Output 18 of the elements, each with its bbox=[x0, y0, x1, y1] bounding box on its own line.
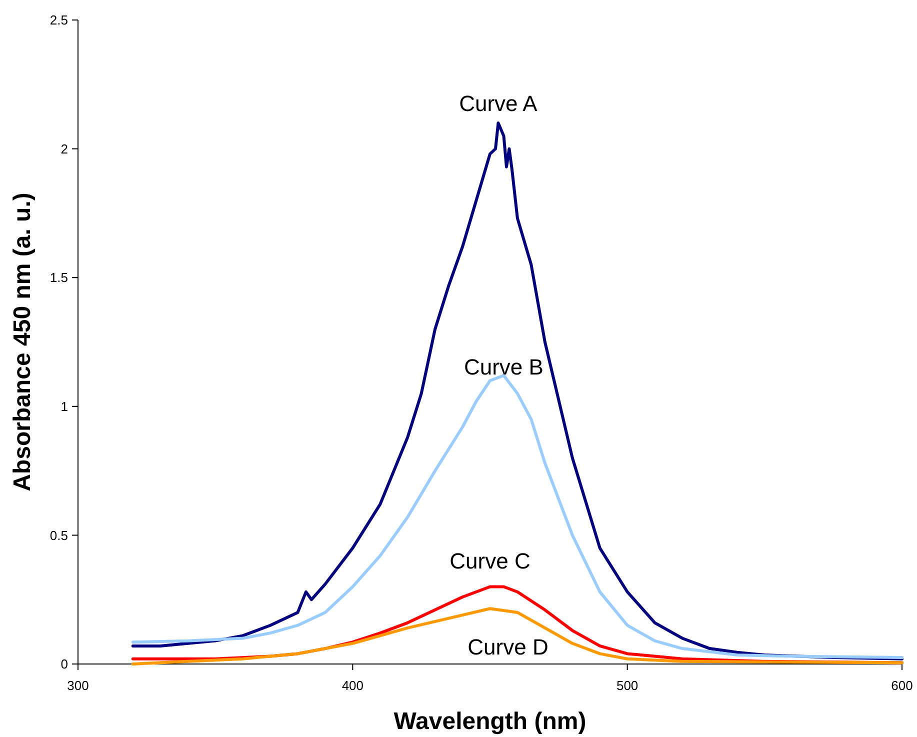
line-series bbox=[131, 607, 904, 666]
y-tick-label: 2 bbox=[60, 141, 68, 156]
series-label: Curve A bbox=[459, 91, 538, 116]
y-tick-label: 1.5 bbox=[50, 270, 68, 286]
line-series bbox=[131, 374, 904, 660]
x-tick-label: 500 bbox=[616, 678, 638, 693]
x-tick-label: 300 bbox=[67, 678, 89, 693]
y-tick-label: 2.5 bbox=[50, 12, 68, 28]
series-label: Curve C bbox=[450, 548, 530, 574]
x-tick-label: 600 bbox=[891, 678, 913, 693]
y-tick-label: 1 bbox=[60, 398, 68, 414]
y-axis-title: Absorbance 450 nm (a. u.) bbox=[9, 192, 36, 492]
x-axis-title: Wavelength (nm) bbox=[394, 708, 586, 735]
series-label: Curve B bbox=[464, 354, 544, 380]
series-label: Curve D bbox=[468, 634, 548, 660]
x-tick-label: 400 bbox=[342, 678, 364, 693]
y-tick-label: 0 bbox=[60, 656, 68, 672]
y-tick-label: 0.5 bbox=[50, 528, 68, 543]
